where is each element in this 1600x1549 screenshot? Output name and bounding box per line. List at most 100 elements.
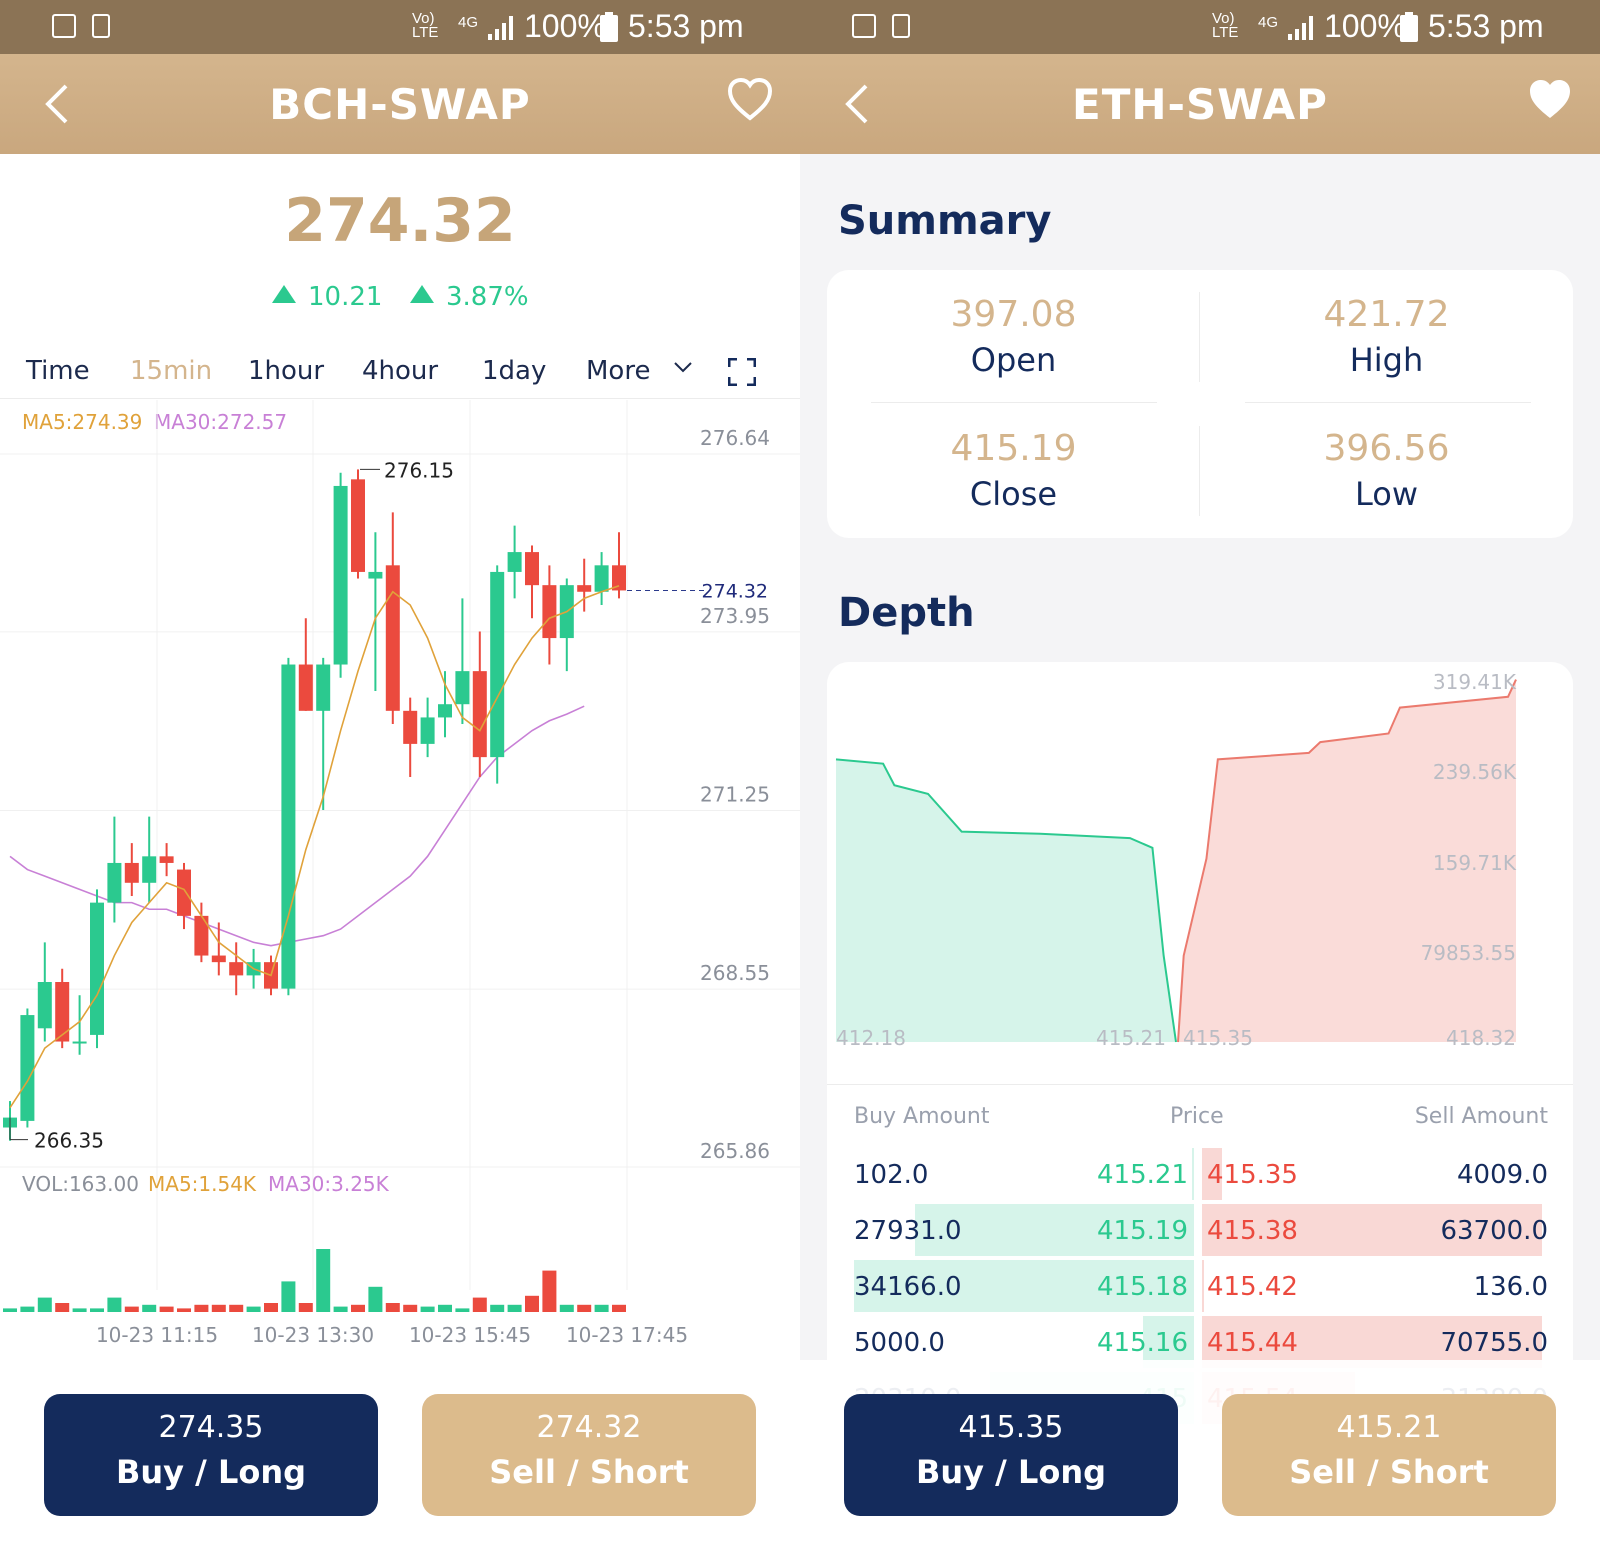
candle-body bbox=[194, 915, 209, 956]
volume-bar bbox=[3, 1308, 17, 1312]
network-icon: 4G bbox=[1258, 14, 1279, 31]
ask-price: 415.35 bbox=[1207, 1160, 1298, 1190]
tab-4hour[interactable]: 4hour bbox=[362, 356, 439, 386]
volume-bar bbox=[194, 1304, 209, 1312]
depth-divider bbox=[827, 1084, 1573, 1085]
tab-time[interactable]: Time bbox=[26, 356, 90, 386]
clock: 5:53 pm bbox=[628, 8, 744, 44]
ask-price: 415.42 bbox=[1207, 1272, 1298, 1302]
volume-bar bbox=[229, 1304, 244, 1312]
sim-icon bbox=[892, 14, 910, 38]
ma30-line bbox=[9, 705, 585, 947]
order-book-row[interactable]: 27931.0 415.19 415.38 63700.0 bbox=[800, 1204, 1600, 1258]
candle-body bbox=[333, 485, 348, 665]
tab-1day[interactable]: 1day bbox=[482, 356, 547, 386]
sell-amount: 136.0 bbox=[1473, 1272, 1548, 1302]
summary-card: 397.08 Open 421.72 High 415.19 Close 396.56… bbox=[827, 270, 1573, 538]
bid-price: 415.18 bbox=[1097, 1272, 1188, 1302]
favorite-heart-icon[interactable] bbox=[726, 76, 774, 124]
summary-close: 415.19 Close bbox=[950, 428, 1077, 513]
order-book-row[interactable]: 5000.0 415.16 415.44 70755.0 bbox=[800, 1316, 1600, 1370]
bid-depth-bar bbox=[854, 1260, 1194, 1312]
back-arrow-icon[interactable] bbox=[36, 80, 84, 128]
volume-bar bbox=[298, 1303, 313, 1312]
volume-bar bbox=[316, 1249, 331, 1312]
sell-amount: 4009.0 bbox=[1457, 1160, 1548, 1190]
sell-short-button[interactable]: 415.21 Sell / Short bbox=[1222, 1394, 1556, 1516]
last-price: 274.32 bbox=[284, 186, 516, 256]
volume-bar bbox=[351, 1304, 365, 1312]
bid-depth-area bbox=[836, 759, 1176, 1042]
fullscreen-icon[interactable] bbox=[728, 358, 756, 386]
back-arrow-icon[interactable] bbox=[836, 80, 884, 128]
volume-bar bbox=[55, 1303, 70, 1312]
status-bar: Vo) LTE 4G 100% 5:53 pm bbox=[800, 0, 1600, 54]
depth-y-axis-label: 159.71K bbox=[1433, 851, 1517, 875]
depth-y-axis-label: 319.41K bbox=[1433, 670, 1517, 694]
depth-x-axis-label: 418.32 bbox=[1446, 1026, 1516, 1050]
ask-depth-bar bbox=[1202, 1204, 1542, 1256]
volume-bar bbox=[281, 1281, 296, 1312]
favorite-heart-filled-icon[interactable] bbox=[1526, 76, 1574, 124]
depth-x-axis-label: 412.18 bbox=[836, 1026, 906, 1050]
page-title: BCH-SWAP bbox=[269, 80, 531, 129]
ma30-label: MA30:272.57 bbox=[154, 410, 288, 434]
x-axis-tick-label: 10-23 13:30 bbox=[252, 1323, 374, 1345]
candle-body bbox=[351, 479, 365, 572]
volume-bar bbox=[264, 1303, 278, 1312]
volume-bar bbox=[124, 1306, 139, 1312]
clock: 5:53 pm bbox=[1428, 8, 1544, 44]
candle-body bbox=[159, 856, 174, 863]
candle-body bbox=[55, 982, 70, 1042]
y-axis-tick-label: 276.64 bbox=[700, 426, 770, 450]
candle-body bbox=[229, 962, 244, 976]
summary-high: 421.72 High bbox=[1323, 294, 1450, 379]
volume-bar bbox=[385, 1303, 400, 1312]
bch-swap-screen: Vo) LTE 4G 100% 5:53 pm BCH-SWAP 274.32 1… bbox=[0, 0, 800, 1516]
buy-long-button[interactable]: 415.35 Buy / Long bbox=[844, 1394, 1178, 1516]
candle-body bbox=[385, 565, 400, 711]
sell-short-button[interactable]: 274.32 Sell / Short bbox=[422, 1394, 756, 1516]
eth-swap-screen: Vo) LTE 4G 100% 5:53 pm ETH-SWAP Summary … bbox=[800, 0, 1600, 1549]
volume-bar bbox=[246, 1306, 261, 1312]
tab-more[interactable]: More bbox=[586, 356, 693, 386]
candle-body bbox=[612, 565, 626, 591]
volume-ma30-label: MA30:3.25K bbox=[268, 1172, 389, 1196]
ask-depth-bar bbox=[1202, 1260, 1204, 1312]
candle-body bbox=[577, 585, 592, 592]
candle-body bbox=[594, 565, 609, 592]
depth-chart[interactable]: 319.41K 239.56K 159.71K 79853.55 412.18 415.2… bbox=[800, 660, 1600, 1080]
high-marker-label: 276.15 bbox=[384, 458, 454, 482]
candle-body bbox=[438, 704, 452, 718]
chevron-down-icon bbox=[674, 362, 692, 373]
candle-body bbox=[90, 902, 104, 1035]
candle-body bbox=[455, 671, 470, 705]
order-book-row[interactable]: 34166.0 415.18 415.42 136.0 bbox=[800, 1260, 1600, 1314]
volte-icon: Vo) LTE bbox=[412, 10, 439, 41]
tab-15min[interactable]: 15min bbox=[130, 356, 213, 386]
candle-body bbox=[368, 571, 383, 579]
signal-icon bbox=[488, 16, 513, 40]
tab-divider bbox=[0, 398, 800, 399]
volume-bar bbox=[559, 1304, 574, 1312]
depth-y-axis-label: 239.56K bbox=[1433, 760, 1517, 784]
bid-depth-bar bbox=[915, 1204, 1194, 1256]
candlestick-chart[interactable]: 276.64 273.95 271.25 268.55 265.86 276.15 266.… bbox=[0, 400, 800, 1345]
battery-percent: 100% bbox=[524, 8, 606, 44]
candle-body bbox=[124, 862, 139, 883]
nav-bar: BCH-SWAP bbox=[0, 54, 800, 154]
interval-tabs: Time 15min 1hour 4hour 1day More bbox=[0, 356, 800, 396]
buy-long-button[interactable]: 274.35 Buy / Long bbox=[44, 1394, 378, 1516]
signal-icon bbox=[1288, 16, 1313, 40]
candle-body bbox=[525, 552, 539, 586]
volume-bar bbox=[333, 1306, 348, 1312]
buy-amount-header: Buy Amount bbox=[854, 1104, 990, 1129]
battery-icon bbox=[1400, 12, 1418, 42]
tab-1hour[interactable]: 1hour bbox=[248, 356, 325, 386]
current-price-label: 274.32 bbox=[702, 580, 768, 602]
volume-bar bbox=[20, 1306, 35, 1312]
candle-body bbox=[72, 1041, 87, 1044]
low-marker-label: 266.35 bbox=[34, 1129, 104, 1153]
candle-body bbox=[142, 856, 157, 883]
order-book-row[interactable]: 102.0 415.21 415.35 4009.0 bbox=[800, 1148, 1600, 1202]
